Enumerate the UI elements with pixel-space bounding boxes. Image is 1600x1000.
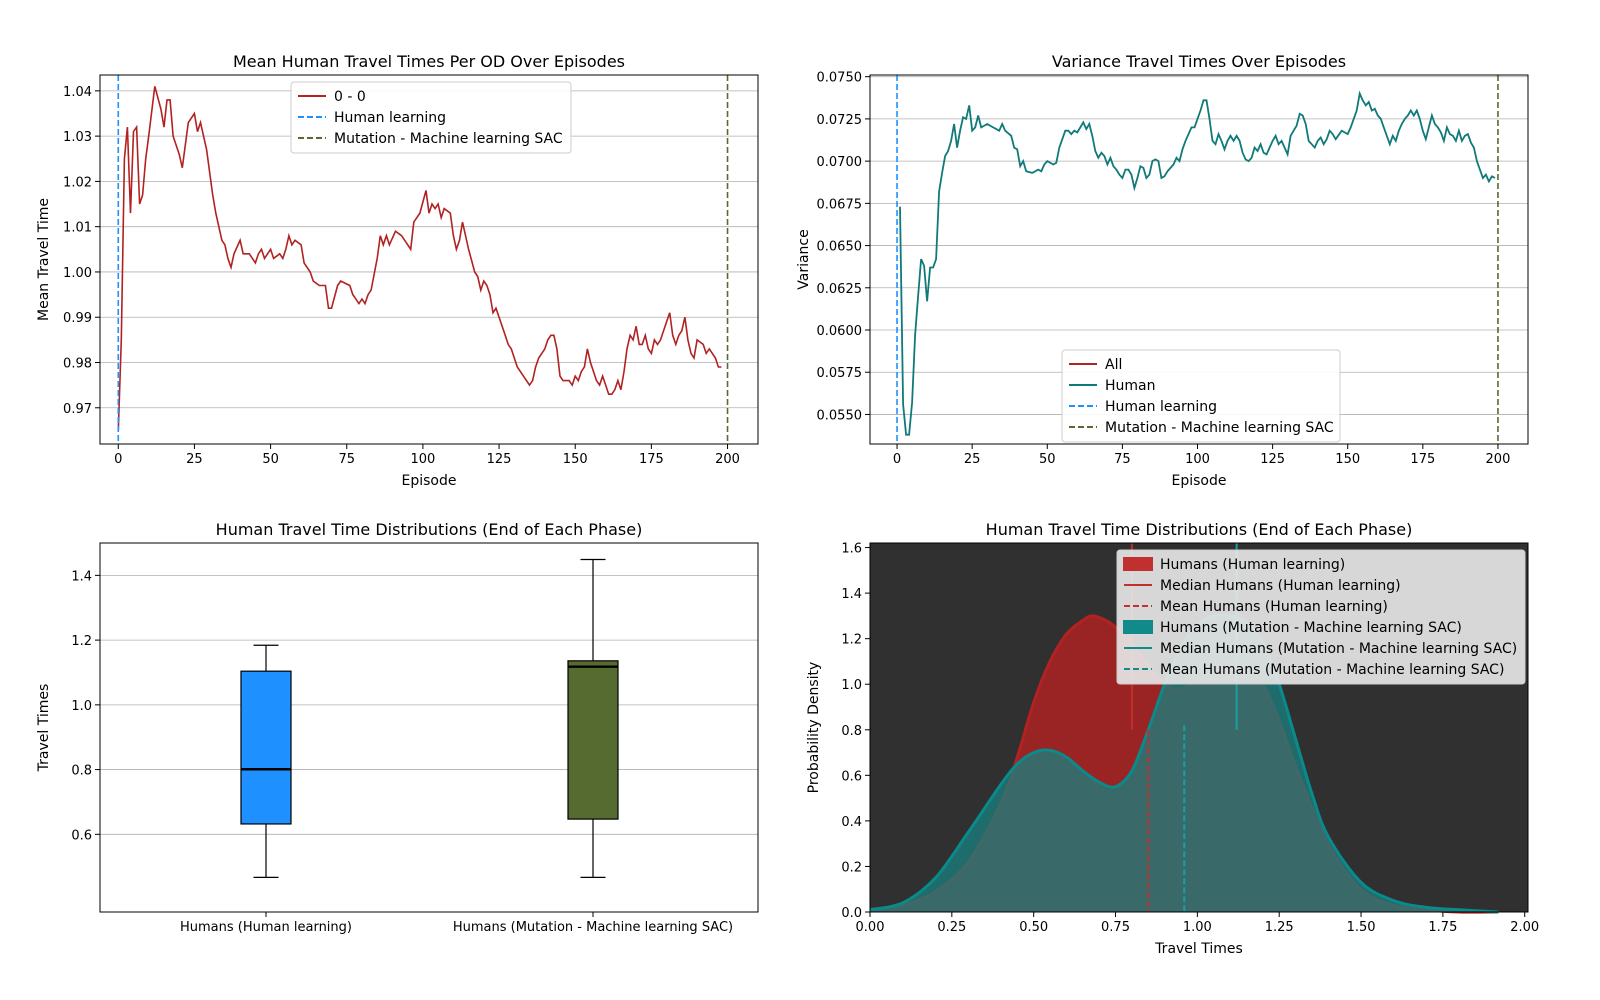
x-tick-label: 25 <box>186 452 203 467</box>
x-tick-label: 75 <box>1114 452 1131 467</box>
axes-frame <box>869 542 1529 913</box>
y-tick-label: 0.0600 <box>817 324 863 339</box>
y-tick-label: 0.0625 <box>817 282 863 297</box>
legend-label: Human learning <box>334 110 446 126</box>
x-tick-label: 125 <box>487 452 512 467</box>
chart-title: Variance Travel Times Over Episodes <box>1052 52 1346 71</box>
legend-label: Mean Humans (Mutation - Machine learning… <box>1160 662 1504 678</box>
y-tick-label: 1.02 <box>63 175 92 190</box>
x-tick-label: 0 <box>893 452 901 467</box>
x-tick-label: 100 <box>1185 452 1210 467</box>
y-tick-label: 1.2 <box>71 634 92 649</box>
x-tick-label: 0 <box>114 452 122 467</box>
x-axis-label: Episode <box>1172 473 1227 489</box>
legend-label: Human <box>1105 378 1156 394</box>
y-tick-label: 1.2 <box>841 633 862 648</box>
y-tick-label: 1.04 <box>63 85 92 100</box>
x-tick-label: 75 <box>338 452 355 467</box>
y-tick-label: 0.0750 <box>817 71 863 86</box>
y-tick-label: 0.2 <box>841 860 862 875</box>
legend-label: Mean Humans (Human learning) <box>1160 599 1388 615</box>
y-tick-label: 0.0675 <box>817 197 863 212</box>
x-tick-label: 1.25 <box>1265 920 1294 935</box>
y-tick-label: 0.0575 <box>817 366 863 381</box>
y-tick-label: 0.8 <box>71 764 92 779</box>
x-tick-label: 25 <box>964 452 981 467</box>
y-tick-label: 1.03 <box>63 130 92 145</box>
y-tick-label: 0.4 <box>841 815 862 830</box>
legend-label: Mutation - Machine learning SAC <box>334 131 563 147</box>
y-tick-label: 1.01 <box>63 221 92 236</box>
y-tick-label: 1.0 <box>71 699 92 714</box>
box-body <box>240 670 292 825</box>
x-tick-label: 1.00 <box>1183 920 1212 935</box>
legend-label: All <box>1105 357 1122 373</box>
y-tick-label: 1.00 <box>63 266 92 281</box>
y-tick-label: 0.8 <box>841 724 862 739</box>
x-tick-label: Humans (Human learning) <box>180 920 352 935</box>
x-axis-label: Episode <box>402 473 457 489</box>
y-tick-label: 1.4 <box>71 569 92 584</box>
series-line-0-0 <box>117 86 722 431</box>
y-axis-label: Probability Density <box>806 662 822 794</box>
y-axis-label: Mean Travel Time <box>36 198 52 321</box>
x-tick-label: 1.50 <box>1347 920 1376 935</box>
legend-label: Humans (Human learning) <box>1160 557 1345 573</box>
y-tick-label: 0.0 <box>841 906 862 921</box>
x-tick-label: 0.75 <box>1101 920 1130 935</box>
legend-patch <box>1123 620 1153 634</box>
x-tick-label: 0.50 <box>1019 920 1048 935</box>
y-tick-label: 0.6 <box>841 769 862 784</box>
legend-box <box>290 81 572 154</box>
y-tick-label: 0.0550 <box>817 408 863 423</box>
legend-label: 0 - 0 <box>334 89 366 105</box>
x-tick-label: 1.75 <box>1428 920 1457 935</box>
legend-label: Mutation - Machine learning SAC <box>1105 420 1334 436</box>
axes-frame <box>99 74 759 445</box>
series-line-human <box>899 90 1496 436</box>
plot-area <box>100 543 758 912</box>
x-tick-label: 175 <box>1410 452 1435 467</box>
legend-box <box>1116 549 1526 685</box>
chart-title: Human Travel Time Distributions (End of … <box>986 520 1413 539</box>
box-body <box>567 660 619 820</box>
y-tick-label: 1.6 <box>841 542 862 557</box>
legend-patch <box>1123 557 1153 571</box>
y-tick-label: 0.98 <box>63 357 92 372</box>
legend-label: Human learning <box>1105 399 1217 415</box>
y-tick-label: 1.0 <box>841 678 862 693</box>
x-tick-label: 200 <box>1486 452 1511 467</box>
legend-label: Median Humans (Mutation - Machine learni… <box>1160 641 1517 657</box>
y-tick-label: 1.4 <box>841 587 862 602</box>
x-tick-label: 50 <box>262 452 279 467</box>
x-tick-label: 50 <box>1039 452 1056 467</box>
x-axis-label: Travel Times <box>1154 941 1243 957</box>
x-tick-label: 150 <box>1335 452 1360 467</box>
x-tick-label: 175 <box>639 452 664 467</box>
x-tick-label: 0.00 <box>856 920 885 935</box>
y-tick-label: 0.6 <box>71 828 92 843</box>
chart-title: Human Travel Time Distributions (End of … <box>216 520 643 539</box>
y-tick-label: 0.0725 <box>817 113 863 128</box>
chart-title: Mean Human Travel Times Per OD Over Epis… <box>233 52 625 71</box>
x-tick-label: 0.25 <box>937 920 966 935</box>
x-tick-label: Humans (Mutation - Machine learning SAC) <box>453 920 733 935</box>
y-tick-label: 0.99 <box>63 311 92 326</box>
x-tick-label: 100 <box>410 452 435 467</box>
x-tick-label: 125 <box>1260 452 1285 467</box>
y-axis-label: Variance <box>796 229 812 289</box>
y-axis-label: Travel Times <box>36 684 52 773</box>
y-tick-label: 0.97 <box>63 402 92 417</box>
axes-frame <box>869 74 1529 445</box>
legend-box <box>1061 349 1341 443</box>
y-tick-label: 0.0650 <box>817 240 863 255</box>
x-tick-label: 2.00 <box>1510 920 1539 935</box>
x-tick-label: 150 <box>563 452 588 467</box>
axes-frame <box>99 542 759 913</box>
legend-label: Median Humans (Human learning) <box>1160 578 1401 594</box>
legend-label: Humans (Mutation - Machine learning SAC) <box>1160 620 1462 636</box>
x-tick-label: 200 <box>715 452 740 467</box>
y-tick-label: 0.0700 <box>817 155 863 170</box>
